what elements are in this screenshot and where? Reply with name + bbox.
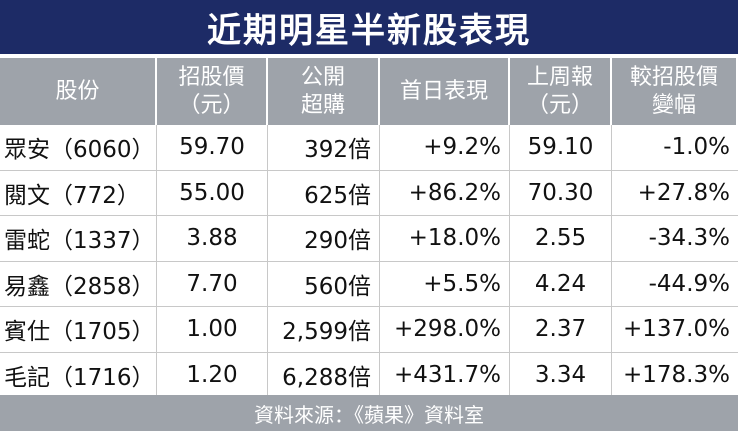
- table-cell: 4.24: [510, 261, 612, 307]
- table-cell: 6,288倍: [268, 352, 380, 398]
- table-cell: 59.70: [157, 125, 268, 171]
- table-cell: 閱文（772）: [0, 170, 157, 216]
- table-cell: -1.0%: [612, 125, 738, 171]
- column-header: 上周報 （元）: [510, 58, 612, 125]
- table-cell: 3.34: [510, 352, 612, 398]
- table-cell: 55.00: [157, 170, 268, 216]
- table-cell: 2.55: [510, 216, 612, 262]
- table-cell: +137.0%: [612, 307, 738, 353]
- table-cell: 2,599倍: [268, 307, 380, 353]
- table-cell: 易鑫（2858）: [0, 261, 157, 307]
- table-cell: +9.2%: [380, 125, 510, 171]
- table-cell: 625倍: [268, 170, 380, 216]
- table-cell: +86.2%: [380, 170, 510, 216]
- table-cell: 70.30: [510, 170, 612, 216]
- source-note: 資料來源：《蘋果》資料室: [0, 395, 738, 431]
- table-cell: 毛記（1716）: [0, 352, 157, 398]
- table-cell: 392倍: [268, 125, 380, 171]
- column-header: 較招股價 變幅: [612, 58, 738, 125]
- table-cell: 眾安（6060）: [0, 125, 157, 171]
- table-cell: 290倍: [268, 216, 380, 262]
- table-cell: 59.10: [510, 125, 612, 171]
- table: 股份 招股價 （元） 公開 超購 首日表現 上周報 （元） 較招股價 變幅眾安（6060）…: [0, 58, 738, 398]
- column-header: 招股價 （元）: [157, 58, 268, 125]
- table-cell: +27.8%: [612, 171, 738, 216]
- table-cell: 賓仕（1705）: [0, 307, 157, 353]
- table-cell: +298.0%: [380, 307, 510, 353]
- table-cell: +5.5%: [380, 261, 510, 307]
- column-header: 股份: [0, 58, 157, 125]
- table-cell: 3.88: [157, 216, 268, 262]
- table-cell: -34.3%: [612, 216, 738, 262]
- table-cell: +178.3%: [612, 353, 738, 398]
- table-cell: 2.37: [510, 307, 612, 353]
- table-cell: +18.0%: [380, 216, 510, 262]
- column-header: 公開 超購: [268, 58, 380, 125]
- table-cell: 1.00: [157, 307, 268, 353]
- table-cell: +431.7%: [380, 352, 510, 398]
- table-cell: 560倍: [268, 261, 380, 307]
- table-cell: 7.70: [157, 261, 268, 307]
- table-cell: 雷蛇（1337）: [0, 216, 157, 262]
- table-cell: 1.20: [157, 352, 268, 398]
- title: 近期明星半新股表現: [0, 0, 738, 58]
- table-cell: -44.9%: [612, 262, 738, 307]
- column-header: 首日表現: [380, 58, 510, 125]
